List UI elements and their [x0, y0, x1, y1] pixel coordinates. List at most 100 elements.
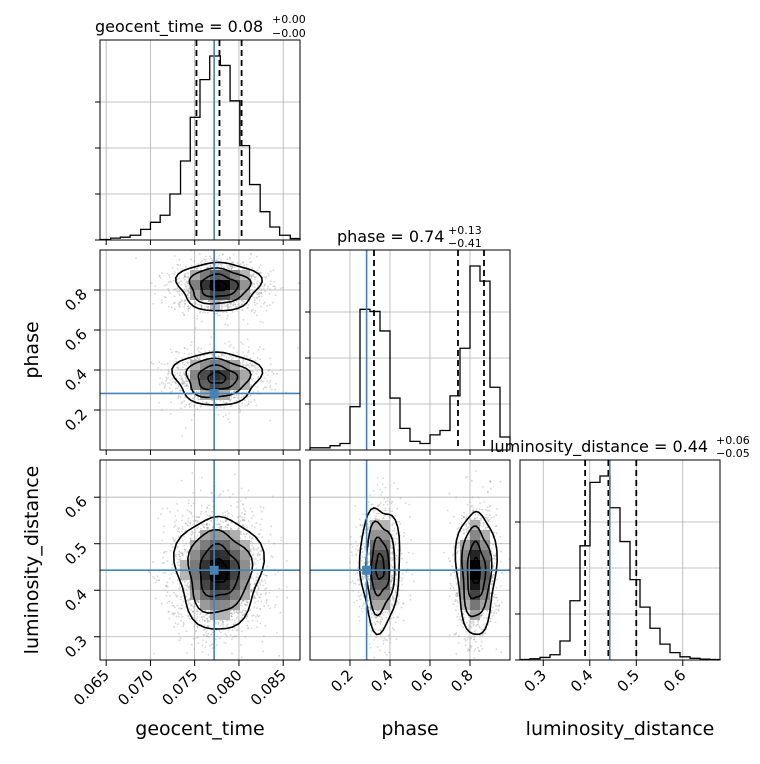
scatter-point	[183, 623, 185, 625]
scatter-point	[286, 586, 288, 588]
scatter-point	[246, 362, 248, 364]
scatter-point	[228, 341, 230, 343]
scatter-point	[241, 601, 243, 603]
scatter-point	[260, 506, 262, 508]
scatter-point	[247, 602, 249, 604]
scatter-point	[248, 403, 250, 405]
scatter-point	[241, 605, 243, 607]
scatter-point	[241, 517, 243, 519]
scatter-point	[217, 264, 219, 266]
scatter-point	[166, 595, 168, 597]
scatter-point	[279, 612, 281, 614]
scatter-point	[204, 646, 206, 648]
scatter-point	[164, 386, 166, 388]
scatter-point	[256, 293, 258, 295]
scatter-point	[169, 292, 171, 294]
scatter-point	[172, 390, 174, 392]
scatter-point	[266, 587, 268, 589]
scatter-point	[188, 586, 190, 588]
scatter-point	[172, 546, 174, 548]
scatter-point	[135, 257, 137, 259]
scatter-point	[177, 268, 179, 270]
scatter-point	[178, 553, 180, 555]
scatter-point	[255, 616, 257, 618]
scatter-point	[249, 258, 251, 260]
scatter-point	[199, 613, 201, 615]
scatter-point	[227, 266, 229, 268]
scatter-point	[182, 540, 184, 542]
scatter-point	[185, 281, 187, 283]
scatter-point	[227, 490, 229, 492]
scatter-point	[248, 401, 250, 403]
scatter-point	[187, 509, 189, 511]
scatter-point	[158, 402, 160, 404]
scatter-point	[197, 408, 199, 410]
scatter-point	[164, 572, 166, 574]
scatter-point	[240, 367, 242, 369]
scatter-point	[171, 567, 173, 569]
scatter-point	[178, 561, 180, 563]
title-phase-sub: −0.41	[448, 237, 482, 250]
scatter-point	[257, 573, 259, 575]
scatter-point	[177, 264, 179, 266]
scatter-point	[174, 521, 176, 523]
scatter-point	[185, 589, 187, 591]
scatter-point	[260, 550, 262, 552]
scatter-point	[257, 357, 259, 359]
scatter-point	[187, 244, 189, 246]
scatter-point	[264, 579, 266, 581]
scatter-point	[262, 322, 264, 324]
scatter-point	[273, 373, 275, 375]
scatter-point	[272, 556, 274, 558]
scatter-point	[255, 404, 257, 406]
scatter-point	[195, 327, 197, 329]
scatter-point	[254, 279, 256, 281]
xlabel-phase: phase	[381, 718, 438, 740]
scatter-point	[179, 264, 181, 266]
scatter-point	[261, 579, 263, 581]
scatter-point	[184, 397, 186, 399]
scatter-point	[181, 378, 183, 380]
scatter-point	[182, 528, 184, 530]
scatter-point	[226, 510, 228, 512]
scatter-point	[255, 597, 257, 599]
scatter-point	[185, 365, 187, 367]
scatter-point	[246, 405, 248, 407]
scatter-point	[259, 346, 261, 348]
scatter-point	[178, 291, 180, 293]
scatter-point	[217, 314, 219, 316]
scatter-point	[211, 644, 213, 646]
scatter-point	[275, 383, 277, 385]
scatter-point	[247, 323, 249, 325]
scatter-points-p21	[135, 236, 299, 437]
scatter-point	[254, 276, 256, 278]
scatter-point	[193, 405, 195, 407]
scatter-point	[187, 615, 189, 617]
scatter-point	[274, 604, 276, 606]
scatter-point	[195, 537, 197, 539]
scatter-point	[269, 358, 271, 360]
scatter-point	[207, 307, 209, 309]
scatter-point	[233, 302, 235, 304]
scatter-point	[246, 527, 248, 529]
scatter-point	[185, 378, 187, 380]
scatter-point	[249, 537, 251, 539]
scatter-point	[188, 581, 190, 583]
scatter-point	[220, 625, 222, 627]
scatter-point	[168, 601, 170, 603]
scatter-point	[192, 606, 194, 608]
scatter-point	[169, 595, 171, 597]
scatter-point	[155, 285, 157, 287]
scatter-point	[207, 300, 209, 302]
scatter-point	[173, 280, 175, 282]
scatter-point	[210, 634, 212, 636]
scatter-point	[227, 259, 229, 261]
scatter-point	[197, 267, 199, 269]
ylabel-luminosity-distance: luminosity_distance	[21, 466, 43, 655]
scatter-point	[258, 533, 260, 535]
scatter-point	[254, 602, 256, 604]
scatter-point	[205, 614, 207, 616]
scatter-point	[259, 608, 261, 610]
scatter-point	[184, 353, 186, 355]
scatter-point	[233, 391, 235, 393]
